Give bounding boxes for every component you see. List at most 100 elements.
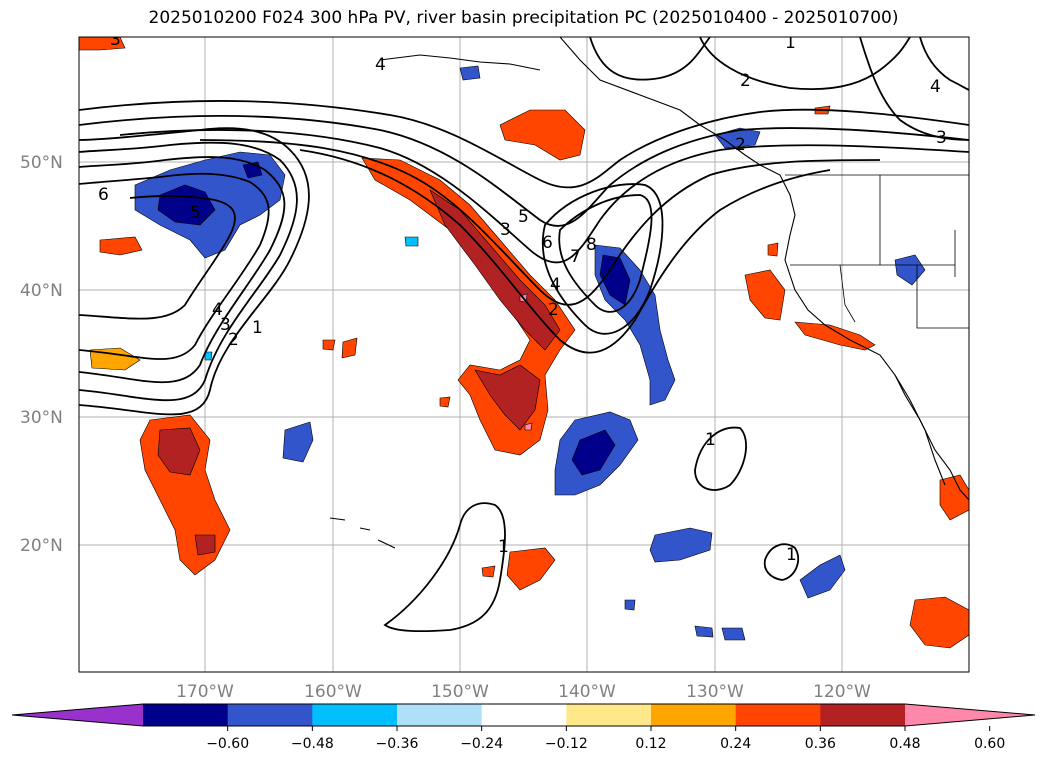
- pv-label: 4: [550, 275, 561, 295]
- lat-label: 50°N: [20, 153, 63, 173]
- precip-region-topleft: [79, 37, 126, 51]
- colorbar-segment: [651, 704, 737, 726]
- colorbar-extend-low: [12, 704, 143, 726]
- pv-label: 6: [542, 233, 553, 253]
- precip-region-small-neg5: [459, 65, 481, 81]
- colorbar-extend-high: [905, 704, 1035, 726]
- pv-label: 6: [98, 185, 109, 205]
- pv-label: 1: [785, 33, 796, 53]
- pv-label: 5: [190, 203, 201, 223]
- lon-label: 120°W: [813, 682, 871, 702]
- lon-label: 170°W: [176, 682, 234, 702]
- colorbar-outline: [11, 703, 1036, 727]
- precip-region-max-b: [524, 422, 533, 431]
- pv-contour-east-1: [694, 426, 747, 491]
- pv-label: 2: [740, 71, 751, 91]
- pv-label: 3: [220, 315, 231, 335]
- pv-contour-4-ridge: [79, 172, 270, 360]
- pv-label: 1: [252, 318, 263, 338]
- precip-region-small-neg7: [694, 625, 714, 638]
- coastline-alaska: [379, 54, 541, 71]
- colorbar-segment: [397, 704, 483, 726]
- pv-contour-trough-2: [79, 115, 969, 227]
- pv-label: 2: [228, 330, 239, 350]
- precip-region-small-neg8: [721, 627, 746, 641]
- pv-contour-trough-outer: [79, 100, 969, 189]
- colorbar-segment: [566, 704, 652, 726]
- pv-contour-trough-5: [299, 149, 831, 354]
- map-title: 2025010200 F024 300 hPa PV, river basin …: [148, 8, 899, 28]
- pv-contour-6-ridge: [79, 195, 236, 320]
- precip-region-small5: [767, 242, 779, 257]
- pv-contour-north-1: [589, 37, 711, 81]
- coastline-baja: [894, 374, 946, 486]
- colorbar-segment: [227, 704, 313, 726]
- lat-labels: 50°N 40°N 30°N 20°N: [20, 153, 63, 556]
- pv-label: 1: [498, 537, 509, 557]
- pv-contour-north-3: [859, 37, 969, 141]
- colorbar-tick-label: −0.12: [545, 736, 588, 752]
- lat-label: 40°N: [20, 281, 63, 301]
- precip-region-north-blob: [499, 109, 586, 161]
- pv-contour-trough-7: [541, 183, 664, 335]
- colorbar-tick-label: −0.36: [376, 736, 419, 752]
- pv-contour-trough-4: [199, 139, 881, 306]
- lon-label: 130°W: [686, 682, 744, 702]
- colorbar-tick-label: −0.24: [460, 736, 503, 752]
- colorbar-segment: [143, 704, 229, 726]
- coastline-hawaii: [329, 517, 396, 549]
- precip-region-small4: [481, 565, 496, 578]
- precip-negative-shading: [134, 65, 926, 641]
- lat-label: 30°N: [20, 408, 63, 428]
- precip-region-small-neg1: [282, 421, 314, 463]
- colorbar-tick-label: 0.48: [889, 736, 920, 752]
- precip-region-southwest-core2: [194, 534, 216, 556]
- pv-label: 2: [735, 135, 746, 155]
- pv-contour-labels: 1 2 3 4 6 5 7 8 1 1 1 2 3 4 5 2 3 4 6 1 …: [98, 33, 947, 565]
- pv-label: 1: [786, 545, 797, 565]
- colorbar-tick-label: 0.36: [805, 736, 836, 752]
- pv-contour-north-4: [919, 37, 969, 91]
- lon-labels: 170°W 160°W 150°W 140°W 130°W 120°W: [176, 682, 871, 702]
- pv-label: 7: [570, 247, 581, 267]
- colorbar-tick-label: −0.60: [206, 736, 249, 752]
- precip-region-small-neg9: [404, 236, 419, 247]
- map-frame: [78, 36, 970, 673]
- pv-contour-2-ridge: [79, 141, 298, 402]
- coastlines: [329, 37, 969, 549]
- borders: [785, 174, 969, 329]
- pv-contour-east-2: [763, 543, 800, 581]
- precip-region-small-neg3: [799, 554, 846, 599]
- precip-region-center-small: [322, 339, 336, 351]
- precip-region-small-neg4: [894, 254, 926, 286]
- colorbar-segment: [481, 704, 567, 726]
- precip-region-south-small: [506, 547, 556, 591]
- colorbar-tick-label: −0.48: [291, 736, 334, 752]
- precip-region-baja: [939, 474, 969, 521]
- lat-label: 20°N: [20, 536, 63, 556]
- colorbar-segment: [820, 704, 906, 726]
- lon-label: 140°W: [558, 682, 616, 702]
- colorbar-tick-label: 0.12: [635, 736, 666, 752]
- precip-region-center-small2: [341, 337, 358, 359]
- lon-label: 160°W: [304, 682, 362, 702]
- pv-contours: [79, 37, 969, 633]
- precip-region-small-neg2: [649, 527, 713, 563]
- pv-label: 2: [548, 300, 559, 320]
- colorbar-segment: [312, 704, 398, 726]
- pv-contour-hawaii-1: [383, 502, 506, 633]
- pv-label: 5: [518, 207, 529, 227]
- pv-contour-3-ridge: [79, 156, 286, 384]
- precip-region-southeast: [909, 596, 969, 649]
- precip-positive-shading: [79, 37, 969, 649]
- precip-region-small3: [439, 396, 451, 408]
- precip-region-south-neg-core: [571, 429, 616, 476]
- pv-contour-trough-8: [558, 194, 653, 313]
- pv-label: 3: [500, 220, 511, 240]
- precip-region-main-core2: [474, 364, 541, 431]
- lon-label: 150°W: [431, 682, 489, 702]
- precip-region-west-coast: [744, 269, 786, 321]
- colorbar-tick-label: 0.60: [974, 736, 1005, 752]
- colorbar-tick-label: 0.24: [720, 736, 751, 752]
